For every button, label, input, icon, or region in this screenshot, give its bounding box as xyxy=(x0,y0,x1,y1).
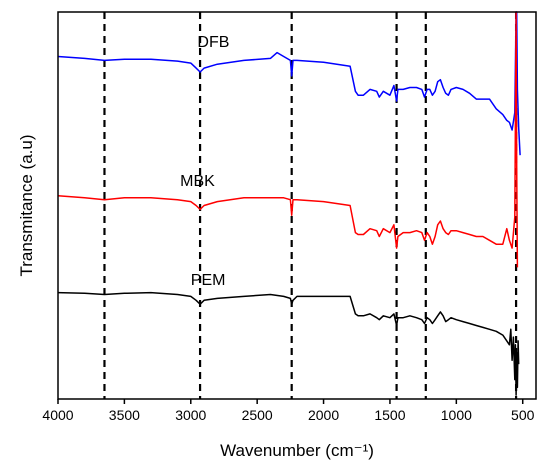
series-label-mbk: MBK xyxy=(180,173,215,190)
x-tick-label-4000: 4000 xyxy=(42,407,73,423)
series-label-dfb: DFB xyxy=(197,34,229,51)
y-axis-title: Transmitance (a.u) xyxy=(17,134,36,276)
series-group xyxy=(57,11,521,396)
series-line-dfb xyxy=(57,11,521,156)
x-tick-label-2500: 2500 xyxy=(242,407,273,423)
series-line-mbk xyxy=(57,11,519,268)
series-label-pem: PEM xyxy=(191,272,226,289)
x-tick-label-1000: 1000 xyxy=(441,407,472,423)
series-line-pem xyxy=(57,291,520,396)
x-tick-label-500: 500 xyxy=(511,407,535,423)
x-tick-label-2000: 2000 xyxy=(308,407,339,423)
x-tick-label-1500: 1500 xyxy=(374,407,405,423)
plot-frame xyxy=(57,11,537,400)
x-tick-label-3500: 3500 xyxy=(109,407,140,423)
x-axis-title: Wavenumber (cm⁻¹) xyxy=(220,441,374,460)
series-labels: DFB MBK PEM xyxy=(180,34,229,289)
x-axis-ticks: 4000 3500 3000 2500 2000 1500 1000 500 xyxy=(42,399,535,423)
reference-lines xyxy=(103,12,518,399)
x-tick-label-3000: 3000 xyxy=(175,407,206,423)
